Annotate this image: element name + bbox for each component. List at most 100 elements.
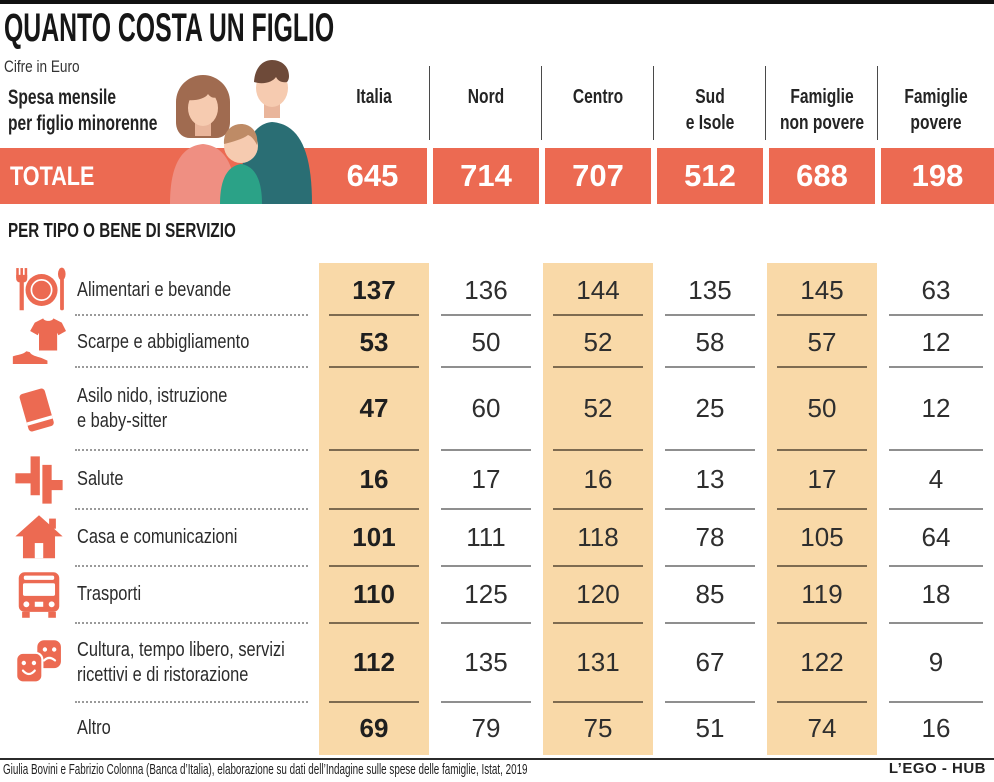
value-cell: 51 — [695, 713, 725, 743]
value-cell: 52 — [583, 393, 613, 423]
value-cell: 101 — [352, 522, 396, 552]
row-separator — [329, 565, 419, 567]
value-cell: 9 — [928, 647, 944, 677]
value-cell: 67 — [695, 647, 725, 677]
row-separator — [553, 622, 643, 624]
value-cell: 69 — [359, 713, 389, 743]
value-cell: 57 — [807, 326, 837, 357]
column-header-nord: Nord — [467, 86, 505, 108]
row-separator — [75, 565, 308, 567]
agency-credit: L’EGO - HUB — [888, 760, 986, 777]
row-label: Casa e comunicazioni — [77, 526, 238, 548]
totale-value-non-povere: 688 — [796, 158, 848, 193]
value-cell: 118 — [577, 522, 619, 552]
value-cell: 63 — [921, 274, 951, 305]
value-cell: 12 — [921, 326, 951, 357]
table-row: Cultura, tempo libero, servizi ricettivi … — [0, 622, 994, 702]
value-cell: 105 — [800, 522, 844, 552]
header-divider — [765, 66, 766, 140]
totale-value-povere: 198 — [911, 158, 964, 193]
value-cell: 144 — [576, 274, 620, 305]
header-divider — [429, 66, 430, 140]
theater-masks-icon — [0, 636, 77, 690]
row-separator — [665, 565, 755, 567]
value-cell: 145 — [800, 274, 844, 305]
row-header-label: Spesa mensile per figlio minorenne — [8, 86, 158, 136]
totale-block-povere: 198 — [881, 148, 994, 204]
totale-value-italia: 645 — [346, 158, 399, 193]
row-separator — [441, 565, 531, 567]
row-separator — [777, 565, 867, 567]
row-label: Altro — [77, 717, 111, 739]
value-cell: 52 — [583, 326, 613, 357]
row-separator — [777, 622, 867, 624]
row-separator — [441, 366, 531, 368]
section-title: PER TIPO O BENE DI SERVIZIO — [8, 220, 236, 242]
row-separator — [75, 449, 308, 451]
row-separator — [889, 508, 983, 510]
row-separator — [553, 449, 643, 451]
value-cell: 25 — [695, 393, 725, 423]
row-separator — [777, 314, 867, 316]
value-cell: 16 — [359, 464, 389, 494]
column-header-italia: Italia — [356, 86, 392, 108]
value-cell: 120 — [576, 579, 620, 609]
value-cell: 64 — [921, 522, 951, 552]
value-cell: 58 — [695, 326, 725, 357]
value-cell: 112 — [353, 647, 395, 677]
value-cell: 135 — [464, 647, 508, 677]
family-illustration — [170, 60, 312, 204]
row-separator — [665, 701, 755, 703]
row-separator — [553, 314, 643, 316]
row-separator — [441, 701, 531, 703]
source-credit: Giulia Bovini e Fabrizio Colonna (Banca … — [3, 762, 528, 778]
page-title: QUANTO COSTA UN FIGLIO — [4, 6, 335, 50]
table-rows: Alimentari e bevande 137 136 144 135 145 63 S… — [0, 263, 994, 755]
totale-row: TOTALE 645 714 707 512 688 198 — [0, 148, 994, 204]
value-cell: 17 — [471, 464, 501, 494]
row-separator — [777, 701, 867, 703]
totale-block-nord: 714 — [433, 148, 539, 204]
totale-block-non-povere: 688 — [769, 148, 875, 204]
totale-value-centro: 707 — [572, 158, 624, 193]
value-cell: 137 — [352, 274, 396, 305]
row-separator — [329, 508, 419, 510]
row-separator — [777, 366, 867, 368]
value-cell: 47 — [359, 393, 389, 423]
row-separator — [665, 622, 755, 624]
value-cell: 75 — [583, 713, 613, 743]
value-cell: 111 — [466, 522, 506, 552]
value-cell: 12 — [921, 393, 951, 423]
value-cell: 13 — [695, 464, 725, 494]
row-separator — [889, 701, 983, 703]
value-cell: 16 — [583, 464, 613, 494]
value-cell: 17 — [807, 464, 837, 494]
row-separator — [553, 701, 643, 703]
value-cell: 50 — [471, 326, 501, 357]
value-cell: 135 — [688, 274, 732, 305]
row-separator — [665, 314, 755, 316]
table-row: Trasporti 110 125 120 85 119 18 — [0, 565, 994, 623]
value-cell: 78 — [695, 522, 725, 552]
clothing-icon — [0, 315, 77, 369]
row-separator — [75, 314, 308, 316]
totale-label: TOTALE — [10, 161, 95, 191]
row-separator — [329, 701, 419, 703]
table-row: Casa e comunicazioni 101 111 118 78 105 64 — [0, 508, 994, 566]
restaurant-icon — [0, 263, 77, 317]
row-separator — [665, 508, 755, 510]
row-separator — [665, 449, 755, 451]
value-cell: 131 — [576, 647, 620, 677]
value-cell: 122 — [800, 647, 844, 677]
totale-value-nord: 714 — [460, 158, 512, 193]
value-cell: 18 — [921, 579, 951, 609]
totale-block-centro: 707 — [545, 148, 651, 204]
value-cell: 119 — [801, 579, 843, 609]
row-separator — [75, 508, 308, 510]
row-separator — [75, 701, 308, 703]
row-label: Trasporti — [77, 583, 142, 605]
top-border-bar — [0, 0, 994, 4]
row-separator — [441, 314, 531, 316]
column-header-famiglie-povere: Famiglie povere — [904, 86, 968, 134]
